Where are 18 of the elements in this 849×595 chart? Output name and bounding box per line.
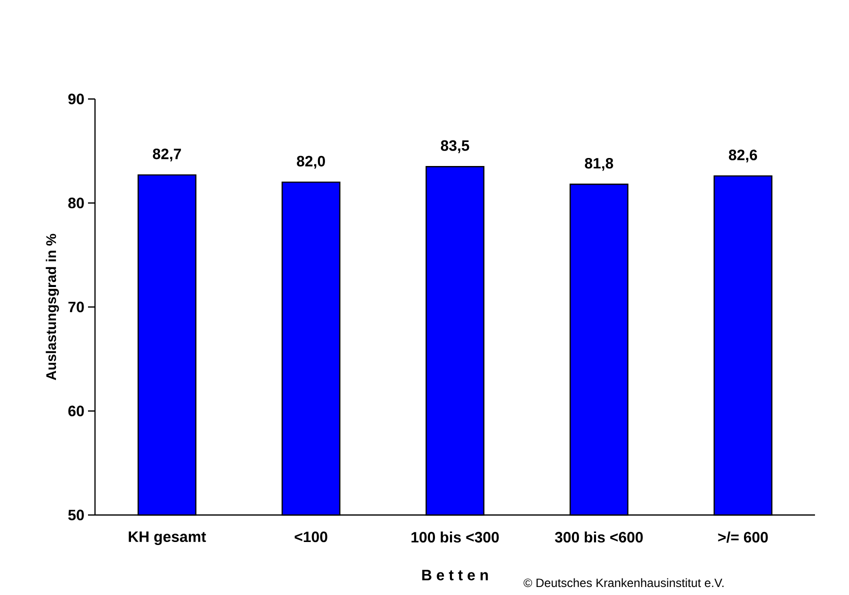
- y-tick-label: 50: [68, 510, 84, 520]
- y-tick-label: 90: [68, 94, 84, 104]
- data-label: 82,7: [152, 148, 181, 162]
- x-axis-title: B e t t e n: [422, 570, 488, 580]
- data-label: 82,0: [296, 156, 325, 169]
- x-tick-label: KH gesamt: [128, 532, 206, 546]
- x-tick-label: 100 bis <300: [412, 532, 499, 543]
- text: © Deutsches Krankenhausinstitut e.V.: [524, 578, 724, 588]
- data-label: 81,8: [584, 158, 614, 171]
- data-label: 83,5: [440, 140, 470, 154]
- y-tick-label: 60: [68, 406, 84, 416]
- y-tick-label: 70: [68, 302, 84, 312]
- x-tick-label: 300 bis <600: [554, 532, 643, 543]
- x-tick-label: >/= 600: [718, 532, 768, 543]
- data-label: 82,6: [728, 150, 758, 162]
- y-axis-title: Auslastungsgrad in %: [46, 234, 59, 380]
- x-tick-label: <100: [294, 532, 328, 542]
- y-tick-label: 80: [68, 198, 84, 208]
